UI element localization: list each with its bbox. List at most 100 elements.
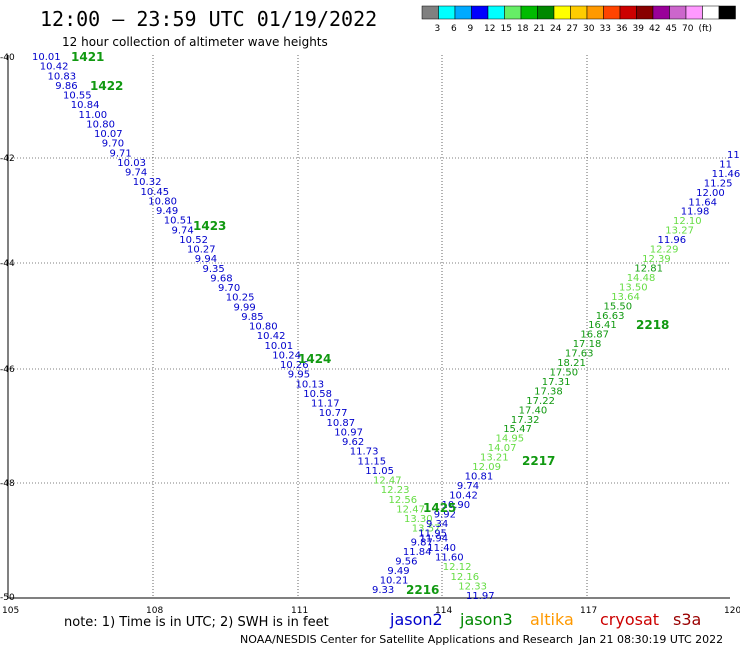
track-left-value: 9.68: [210, 273, 232, 284]
track-right-value: 9.56: [395, 557, 417, 568]
track-right-value: 14.48: [627, 273, 656, 284]
track-left-value: 9.35: [203, 264, 225, 275]
lat-lon-grid: [8, 55, 730, 598]
track-right-value: 12.09: [472, 462, 501, 473]
legend-swatch: [471, 5, 489, 20]
track-left-value: 13.57: [412, 524, 441, 535]
track-left-value: 9.85: [241, 312, 263, 323]
track-right-value: 11.25: [704, 178, 733, 189]
track-left-value: 10.52: [179, 235, 208, 246]
track-right-value: 11: [719, 160, 732, 171]
track-right-value: 9.74: [457, 481, 479, 492]
track-right-value: 9.92: [434, 509, 456, 520]
legend-label: 21: [534, 24, 545, 34]
lon-label-111: 111: [291, 606, 308, 616]
track-left-value: 10.01: [32, 52, 61, 63]
track-left-value: 10.42: [40, 62, 69, 73]
track-left-values: 10.0110.4210.839.8610.5510.8411.0010.801…: [32, 52, 495, 602]
legend-swatch: [487, 5, 505, 20]
track-left-value: 11.73: [350, 447, 379, 458]
legend-swatch: [553, 5, 571, 20]
track-right-value: 15.50: [604, 301, 633, 312]
track-left-value: 11.40: [427, 543, 456, 554]
legend-swatch: [619, 5, 637, 20]
track-right-value: 10.81: [465, 472, 494, 483]
lon-label-117: 117: [580, 606, 597, 616]
lat-label-44: -44: [0, 259, 15, 269]
map-subtitle: 12 hour collection of altimeter wave hei…: [62, 35, 328, 49]
track-left-value: 10.27: [187, 245, 216, 256]
legend-label: 30: [583, 24, 595, 34]
plot-area: [8, 55, 730, 598]
track-right-value: 12.10: [673, 216, 702, 227]
legend-swatch: [718, 5, 736, 20]
color-legend: 3 6 9 12 15 18 21 24 27 30 33 36 39 42 45 70 (ft): [421, 5, 736, 34]
track-right-value: 17.40: [519, 405, 548, 416]
track-left-value: 10.58: [303, 389, 332, 400]
track-right-value: 11: [727, 150, 740, 161]
track-left-value: 10.87: [327, 418, 356, 429]
legend-label: 42: [649, 24, 660, 34]
track-right-value: 12.00: [696, 188, 725, 199]
lon-label-120: 120: [724, 606, 740, 616]
lon-label-108: 108: [146, 606, 163, 616]
track-left-value: 12.23: [381, 485, 410, 496]
legend-label: 9: [468, 24, 474, 34]
track-left-value: 12.47: [396, 504, 425, 515]
legend-label: 27: [567, 24, 578, 34]
track-left-value: 12.33: [458, 581, 487, 592]
track-right-value: 17.18: [573, 339, 602, 350]
track-right-value: 9.33: [372, 585, 394, 596]
lon-label-105: 105: [2, 606, 19, 616]
track-left-value: 9.95: [288, 370, 310, 381]
legend-label: 24: [550, 24, 562, 34]
track-right-value: 15.47: [503, 424, 532, 435]
track-right-value: 9.34: [426, 519, 448, 530]
track-left-value: 11.17: [311, 399, 340, 410]
track-right-values: 111111.4611.2512.0011.6411.9812.1013.271…: [372, 150, 740, 596]
lat-label-48: -48: [0, 479, 15, 489]
time-label-2218: 2218: [636, 318, 669, 332]
legend-swatch: [421, 5, 439, 20]
track-right-value: 17.50: [550, 368, 579, 379]
legend-label: 45: [666, 24, 677, 34]
track-right-value: 9.49: [387, 566, 409, 577]
time-label-1423: 1423: [193, 219, 226, 233]
track-left-value: 9.71: [110, 148, 132, 159]
track-left-value: 10.24: [272, 350, 301, 361]
track-left-value: 10.26: [280, 360, 309, 371]
track-left-value: 12.12: [443, 562, 472, 573]
track-left-value: 10.25: [226, 293, 255, 304]
track-left-value: 10.77: [319, 408, 348, 419]
track-right-value: 11.84: [403, 547, 432, 558]
track-right-value: 11.46: [712, 169, 740, 180]
track-left-value: 11.05: [365, 466, 394, 477]
track-right-value: 11.96: [658, 235, 687, 246]
legend-swatch: [520, 5, 538, 20]
footer-note: note: 1) Time is in UTC; 2) SWH is in fe…: [64, 615, 329, 630]
time-label-1421: 1421: [71, 50, 104, 64]
lat-label-46: -46: [0, 365, 15, 375]
satellite-jason3: jason3: [459, 610, 513, 629]
legend-label: 3: [435, 24, 441, 34]
legend-label: 12: [484, 24, 495, 34]
legend-label: 39: [633, 24, 645, 34]
track-right-value: 16.63: [596, 311, 625, 322]
track-left-value: 10.45: [141, 187, 170, 198]
legend-label: 36: [616, 24, 628, 34]
satellite-s3a: s3a: [673, 610, 701, 629]
legend-swatch: [603, 5, 621, 20]
legend-label: 70: [682, 24, 694, 34]
legend-swatch: [454, 5, 472, 20]
track-left-value: 13.30: [404, 514, 433, 525]
track-right-value: 12.39: [642, 254, 671, 265]
track-left-value: 9.74: [125, 168, 147, 179]
track-left-value: 10.13: [296, 379, 325, 390]
track-right-value: 11.98: [681, 207, 710, 218]
legend-swatch: [669, 5, 687, 20]
track-right-value: 13.21: [480, 453, 509, 464]
track-right-value: 14.95: [496, 434, 525, 445]
track-right-value: 16.87: [580, 330, 609, 341]
track-right-value: 10.21: [380, 576, 409, 587]
track-right-value: 11.95: [418, 528, 447, 539]
